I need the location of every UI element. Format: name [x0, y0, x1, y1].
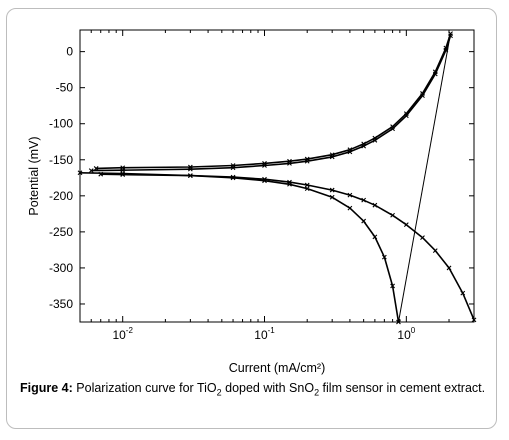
series-2-marker: [372, 137, 378, 143]
x-tick-label: 10-2: [112, 326, 133, 342]
series-4-marker: [287, 179, 292, 185]
series-2-marker: [347, 149, 353, 155]
caption-text-3: film sensor in cement extract.: [319, 381, 486, 395]
series-2-marker: [403, 113, 409, 119]
series-4-marker: [460, 290, 466, 296]
y-tick-label: -150: [49, 153, 73, 167]
plot-area: [79, 29, 475, 323]
y-tick-label: -100: [49, 117, 73, 131]
series-4-marker: [120, 172, 126, 177]
series-2-marker: [304, 158, 310, 164]
series-4-marker: [403, 222, 409, 228]
x-tick-exponent: -1: [268, 326, 276, 335]
x-tick-label: 10-1: [254, 326, 275, 342]
caption-text-2: doped with SnO: [221, 381, 315, 395]
y-tick-label: 0: [66, 45, 73, 59]
series-4-marker: [390, 212, 395, 218]
caption-sub-2: 2: [314, 387, 320, 398]
series-4-marker: [98, 171, 104, 177]
series-2-line: [91, 35, 452, 172]
x-tick-label: 100: [397, 326, 415, 342]
series-4-marker: [304, 182, 310, 188]
series-4-marker: [347, 192, 353, 198]
series-2-marker: [187, 166, 193, 172]
series-4-marker: [361, 197, 367, 203]
series-5-line: [398, 33, 451, 323]
series-1-line: [96, 33, 452, 170]
figure-caption: Figure 4: Polarization curve for TiO2 do…: [20, 380, 488, 397]
series-4-marker: [329, 187, 335, 193]
y-tick-label: -50: [56, 81, 74, 95]
y-axis-label: Potential (mV): [27, 136, 41, 215]
series-2-marker: [230, 165, 236, 171]
series-4-line: [100, 173, 475, 321]
series-2-marker: [420, 93, 425, 98]
x-tick-exponent: 0: [411, 326, 416, 335]
x-axis-label: Current (mA/cm²): [229, 361, 326, 375]
series-3-marker: [361, 218, 367, 224]
x-tick-base: 10: [254, 328, 268, 342]
series-4-marker: [230, 174, 236, 180]
series-2-marker: [262, 163, 267, 168]
series-4-marker: [262, 176, 267, 182]
y-tick-label: -250: [49, 225, 73, 239]
series-3-marker: [372, 234, 378, 240]
series-3-marker: [304, 186, 310, 192]
series-2-marker: [329, 154, 335, 160]
y-tick-label: -300: [49, 261, 73, 275]
series-3-marker: [390, 283, 395, 289]
x-tick-exponent: -2: [126, 326, 134, 335]
series-2-marker: [390, 126, 395, 132]
y-tick-label: -350: [49, 297, 73, 311]
figure-frame: [6, 8, 497, 429]
series-4-marker: [420, 235, 425, 241]
y-tick-label: -200: [49, 189, 73, 203]
series-4-marker: [432, 248, 438, 254]
series-2-marker: [432, 71, 438, 77]
x-tick-base: 10: [397, 328, 411, 342]
series-3-marker: [329, 194, 335, 200]
caption-sub-1: 2: [216, 387, 222, 398]
x-tick-base: 10: [112, 328, 126, 342]
series-2-marker: [287, 160, 292, 166]
series-2-marker: [361, 143, 367, 149]
series-2-marker: [88, 168, 94, 173]
caption-text-1: Polarization curve for TiO: [76, 381, 217, 395]
series-3-marker: [347, 205, 353, 211]
series-4-marker: [187, 173, 193, 179]
series-4-marker: [446, 265, 452, 271]
caption-label: Figure 4:: [20, 381, 73, 395]
series-3-marker: [381, 254, 387, 260]
series-4-marker: [372, 202, 378, 208]
